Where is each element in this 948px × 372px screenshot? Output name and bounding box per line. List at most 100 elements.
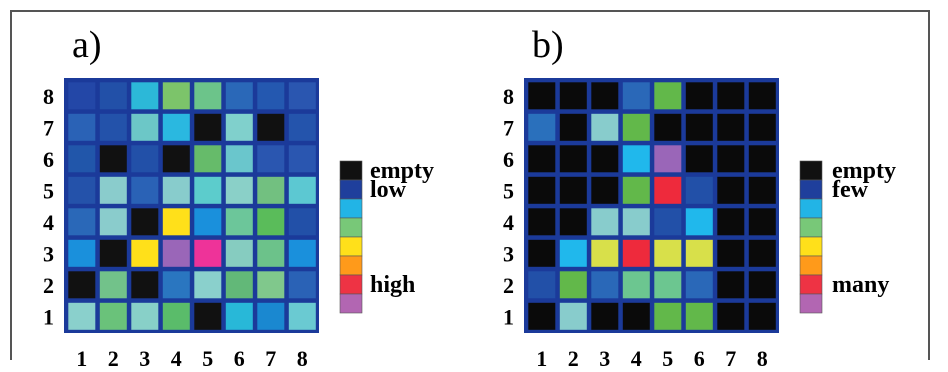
heatmap-cell <box>99 145 127 173</box>
heatmap-cell <box>225 113 253 141</box>
heatmap-cell <box>654 271 682 299</box>
heatmap-cell <box>622 302 650 330</box>
legend-swatch <box>339 255 363 276</box>
heatmap-cell <box>225 302 253 330</box>
legend-label: high <box>370 272 415 298</box>
heatmap-cell <box>748 82 776 110</box>
x-tick-label: 2 <box>568 346 579 371</box>
heatmap-cell <box>194 176 222 204</box>
heatmap-cell <box>654 176 682 204</box>
heatmap-cell <box>288 145 316 173</box>
legend-swatch <box>339 198 363 219</box>
heatmap-cell <box>685 176 713 204</box>
legend-label: few <box>832 177 869 203</box>
heatmap-a <box>64 78 319 333</box>
heatmap-cell <box>528 271 556 299</box>
heatmap-cell <box>131 145 159 173</box>
legend-swatch <box>339 179 363 200</box>
heatmap-cell <box>685 145 713 173</box>
heatmap-cell <box>748 271 776 299</box>
heatmap-cell <box>591 82 619 110</box>
figure-frame <box>10 10 930 360</box>
legend-label: empty <box>832 158 896 184</box>
heatmap-cell <box>162 145 190 173</box>
heatmap-cell <box>591 302 619 330</box>
heatmap-cell <box>591 113 619 141</box>
panel-a-label: a) <box>72 24 102 66</box>
x-tick-label: 1 <box>76 346 87 371</box>
heatmap-cell <box>288 82 316 110</box>
heatmap-cell <box>654 239 682 267</box>
heatmap-cell <box>99 271 127 299</box>
heatmap-cell <box>622 208 650 236</box>
legend-swatch <box>339 160 363 181</box>
heatmap-cell <box>288 176 316 204</box>
panel-b-label: b) <box>532 24 564 66</box>
heatmap-cell <box>717 82 745 110</box>
heatmap-cell <box>194 145 222 173</box>
y-tick-label: 5 <box>43 178 54 203</box>
legend-swatch <box>339 274 363 295</box>
heatmap-cell <box>654 208 682 236</box>
heatmap-cell <box>685 82 713 110</box>
heatmap-cell <box>131 208 159 236</box>
y-tick-label: 3 <box>503 241 514 266</box>
x-tick-label: 6 <box>694 346 705 371</box>
heatmap-cell <box>99 239 127 267</box>
heatmap-cell <box>288 208 316 236</box>
legend-swatch <box>339 236 363 257</box>
heatmap-cell <box>622 113 650 141</box>
heatmap-cell <box>591 145 619 173</box>
heatmap-cell <box>225 271 253 299</box>
heatmap-cell <box>257 82 285 110</box>
heatmap-cell <box>559 82 587 110</box>
heatmap-cell <box>131 82 159 110</box>
heatmap-cell <box>257 239 285 267</box>
legend-label: empty <box>370 158 434 184</box>
heatmap-cell <box>748 302 776 330</box>
heatmap-cell <box>131 113 159 141</box>
heatmap-cell <box>685 208 713 236</box>
heatmap-cell <box>194 113 222 141</box>
heatmap-cell <box>559 302 587 330</box>
heatmap-cell <box>99 208 127 236</box>
heatmap-cell <box>288 113 316 141</box>
heatmap-cell <box>225 82 253 110</box>
x-tick-label: 8 <box>297 346 308 371</box>
x-tick-label: 8 <box>757 346 768 371</box>
legend-swatch <box>799 179 823 200</box>
y-tick-label: 4 <box>503 210 514 235</box>
heatmap-cell <box>591 176 619 204</box>
heatmap-cell <box>68 239 96 267</box>
heatmap-cell <box>225 145 253 173</box>
heatmap-cell <box>131 239 159 267</box>
heatmap-cell <box>68 145 96 173</box>
heatmap-cell <box>717 145 745 173</box>
heatmap-cell <box>528 82 556 110</box>
heatmap-cell <box>748 113 776 141</box>
legend-swatch <box>799 293 823 314</box>
heatmap-cell <box>162 82 190 110</box>
heatmap-cell <box>225 176 253 204</box>
y-tick-label: 6 <box>503 147 514 172</box>
legend-label: many <box>832 272 889 298</box>
legend-swatch <box>799 236 823 257</box>
y-tick-label: 7 <box>503 115 514 140</box>
x-tick-label: 4 <box>171 346 182 371</box>
heatmap-cell <box>99 176 127 204</box>
heatmap-cell <box>225 208 253 236</box>
y-tick-label: 1 <box>503 304 514 329</box>
heatmap-cell <box>288 239 316 267</box>
heatmap-cell <box>654 82 682 110</box>
heatmap-cell <box>162 208 190 236</box>
x-tick-label: 4 <box>631 346 642 371</box>
heatmap-cell <box>528 176 556 204</box>
y-ticks-b: 1 2 3 4 5 6 7 8 <box>503 84 514 329</box>
y-tick-label: 7 <box>43 115 54 140</box>
legend-swatch <box>339 217 363 238</box>
